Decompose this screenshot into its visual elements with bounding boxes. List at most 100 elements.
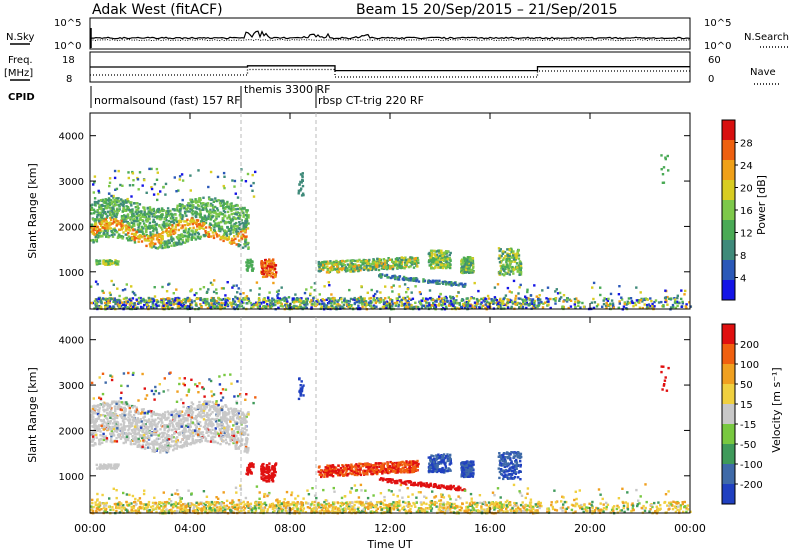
scatter-cell (378, 264, 381, 267)
scatter-cell (156, 447, 159, 450)
scatter-cell (235, 211, 238, 214)
scatter-cell (443, 258, 446, 261)
scatter-cell (374, 264, 377, 268)
scatter-cell (503, 268, 506, 271)
scatter-cell (413, 258, 416, 261)
scatter-cell (346, 267, 349, 270)
scatter-cell (356, 297, 359, 301)
scatter-cell (226, 281, 229, 284)
scatter-cell (509, 270, 513, 273)
scatter-cell (522, 300, 525, 303)
scatter-cell (317, 262, 321, 266)
scatter-cell (330, 293, 333, 296)
scatter-cell (353, 296, 356, 300)
scatter-cell (519, 262, 523, 265)
scatter-cell (111, 440, 114, 444)
scatter-cell (237, 447, 241, 450)
scatter-cell (108, 203, 111, 206)
scatter-cell (433, 306, 436, 309)
scatter-cell (95, 425, 99, 428)
scatter-cell (103, 227, 106, 230)
scatter-cell (231, 237, 234, 241)
scatter-cell (94, 303, 97, 306)
scatter-cell (681, 300, 684, 304)
scatter-cell (220, 225, 223, 229)
scatter-cell (323, 263, 326, 267)
scatter-cell (303, 301, 306, 305)
scatter-cell (511, 302, 515, 305)
scatter-cell (156, 422, 159, 425)
scatter-cell (113, 297, 116, 300)
scatter-cell (165, 302, 169, 305)
station-title: Adak West (fitACF) (92, 2, 223, 18)
scatter-cell (245, 214, 249, 217)
scatter-cell (239, 419, 242, 423)
scatter-cell (502, 263, 505, 267)
scatter-cell (165, 433, 168, 436)
scatter-cell (198, 208, 201, 211)
scatter-cell (416, 259, 420, 262)
scatter-cell (511, 256, 514, 259)
scatter-cell (442, 259, 446, 262)
scatter-cell (112, 220, 116, 224)
scatter-cell (277, 289, 280, 292)
scatter-cell (242, 213, 245, 216)
scatter-cell (215, 288, 218, 291)
scatter-cell (138, 203, 142, 206)
scatter-cell (94, 305, 98, 308)
scatter-cell (205, 302, 209, 305)
scatter-cell (161, 213, 164, 216)
scatter-cell (255, 303, 258, 306)
scatter-cell (148, 211, 152, 214)
scatter-cell (348, 288, 351, 292)
scatter-cell (164, 246, 167, 249)
scatter-cell (237, 239, 241, 242)
scatter-cell (101, 214, 104, 217)
scatter-cell (186, 206, 190, 209)
scatter-cell (177, 303, 181, 306)
scatter-cell (113, 298, 117, 302)
scatter-cell (148, 226, 152, 229)
scatter-cell (245, 261, 248, 264)
scatter-cell (482, 297, 486, 300)
scatter-cell (93, 181, 96, 184)
scatter-cell (140, 210, 143, 213)
scatter-cell (167, 210, 170, 213)
scatter-cell (395, 266, 399, 270)
scatter-cell (203, 218, 206, 221)
scatter-cell (117, 220, 120, 223)
scatter-cell (171, 225, 174, 228)
scatter-cell (171, 297, 174, 301)
scatter-cell (224, 207, 227, 210)
scatter-cell (192, 429, 195, 432)
scatter-cell (145, 234, 149, 237)
scatter-cell (226, 303, 230, 307)
scatter-cell (228, 301, 232, 304)
scatter-cell (200, 220, 203, 223)
scatter-cell (163, 428, 166, 432)
scatter-cell (262, 301, 266, 304)
scatter-cell (230, 305, 234, 308)
scatter-cell (96, 233, 99, 237)
scatter-cell (466, 303, 469, 306)
scatter-cell (533, 284, 536, 287)
scatter-cell (135, 230, 138, 234)
scatter-cell (149, 300, 152, 303)
scatter-cell (160, 214, 163, 217)
scatter-cell (391, 260, 394, 263)
scatter-cell (119, 437, 123, 440)
scatter-cell (295, 305, 298, 308)
scatter-cell (261, 265, 264, 268)
scatter-cell (177, 222, 180, 225)
scatter-cell (232, 298, 235, 301)
scatter-cell (383, 301, 386, 304)
scatter-cell (137, 230, 140, 233)
scatter-cell (190, 229, 193, 233)
scatter-cell (218, 408, 222, 412)
scatter-cell (162, 185, 165, 189)
scatter-cell (351, 259, 354, 262)
scatter-cell (170, 421, 174, 425)
scatter-cell (174, 228, 177, 231)
scatter-cell (449, 299, 452, 303)
scatter-cell (514, 258, 517, 261)
